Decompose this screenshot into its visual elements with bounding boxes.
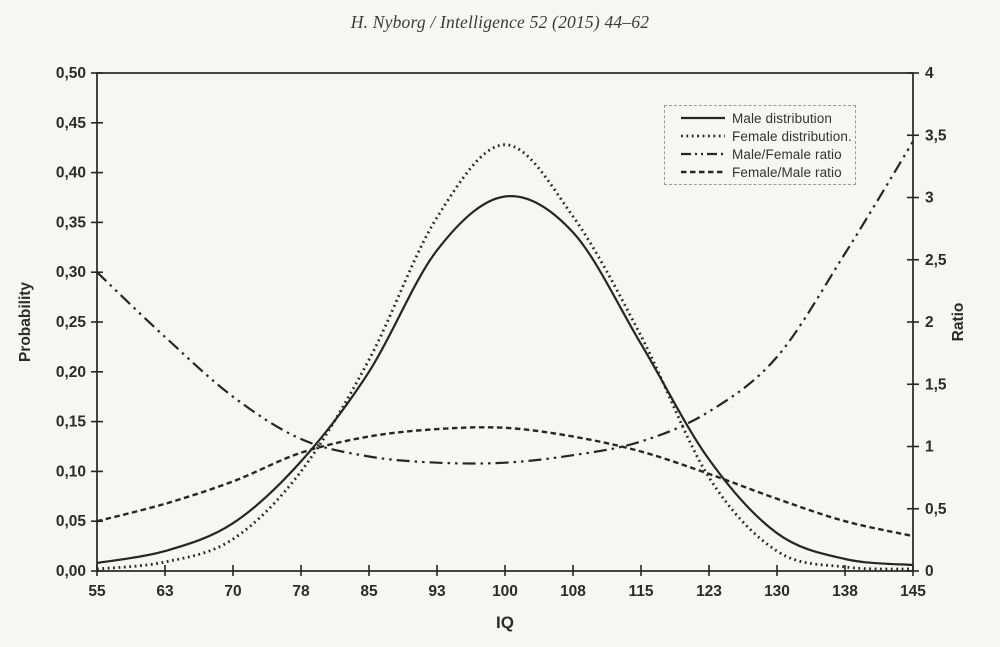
- svg-text:0,30: 0,30: [56, 264, 86, 281]
- svg-text:0,15: 0,15: [56, 414, 87, 431]
- svg-text:0,40: 0,40: [56, 165, 86, 182]
- svg-text:1,5: 1,5: [925, 376, 947, 393]
- svg-text:123: 123: [696, 583, 722, 600]
- svg-text:63: 63: [156, 583, 174, 600]
- y-axis-left-label: Probability: [17, 282, 34, 362]
- svg-text:0,05: 0,05: [56, 513, 87, 530]
- curve-male-distribution: [96, 195, 914, 567]
- svg-text:0,45: 0,45: [56, 115, 87, 132]
- legend-label: Female/Male ratio: [732, 164, 842, 180]
- curve-female-distribution: [96, 143, 914, 571]
- svg-text:100: 100: [492, 583, 518, 600]
- svg-text:0: 0: [925, 563, 934, 580]
- legend-label: Female distribution.: [732, 128, 852, 144]
- svg-text:108: 108: [560, 583, 586, 600]
- legend-label: Male distribution: [732, 110, 832, 126]
- svg-text:115: 115: [628, 583, 653, 600]
- svg-text:78: 78: [292, 583, 310, 600]
- page-title: H. Nyborg / Intelligence 52 (2015) 44–62: [350, 12, 650, 32]
- svg-text:0,35: 0,35: [56, 214, 87, 231]
- legend-item-male-female-ratio: Male/Female ratio: [679, 145, 855, 163]
- svg-text:93: 93: [428, 583, 446, 600]
- y-axis-right-label: Ratio: [950, 303, 967, 342]
- svg-text:4: 4: [925, 65, 934, 82]
- svg-text:2,5: 2,5: [925, 252, 947, 269]
- curve-female-male-ratio: [96, 426, 914, 538]
- svg-text:2: 2: [925, 314, 934, 331]
- svg-text:3: 3: [925, 190, 934, 207]
- svg-text:138: 138: [832, 583, 858, 600]
- svg-text:70: 70: [224, 583, 241, 600]
- svg-text:0,50: 0,50: [56, 65, 86, 82]
- svg-text:145: 145: [900, 583, 926, 600]
- svg-text:0,10: 0,10: [56, 463, 86, 480]
- svg-text:0,25: 0,25: [56, 314, 87, 331]
- curve-male-female-ratio: [96, 140, 914, 465]
- legend-line-sample-dotted: [681, 134, 725, 138]
- axis-ticks: [91, 72, 919, 576]
- svg-text:0,5: 0,5: [925, 501, 947, 518]
- svg-text:3,5: 3,5: [925, 127, 947, 144]
- legend-label: Male/Female ratio: [732, 146, 842, 162]
- legend-line-sample-solid: [681, 116, 725, 120]
- x-axis-label: IQ: [496, 613, 514, 632]
- svg-text:0,20: 0,20: [56, 364, 86, 381]
- legend-item-female-male-ratio: Female/Male ratio: [679, 163, 855, 181]
- svg-text:130: 130: [764, 583, 790, 600]
- axis-tick-labels: 0,00 0,05 0,10 0,15 0,20 0,25 0,30 0,35 0,40 0,45…: [56, 65, 947, 600]
- legend-item-male-distribution: Male distribution: [679, 109, 855, 127]
- svg-text:0,00: 0,00: [56, 563, 86, 580]
- legend-item-female-distribution: Female distribution.: [679, 127, 855, 145]
- svg-text:85: 85: [360, 583, 378, 600]
- svg-text:55: 55: [88, 583, 106, 600]
- chart-legend: Male distribution Female distribution. M…: [664, 105, 856, 185]
- legend-line-sample-dashed: [681, 170, 725, 174]
- data-curves: [96, 140, 914, 571]
- svg-text:1: 1: [925, 439, 934, 456]
- legend-line-sample-dashdot: [681, 152, 725, 156]
